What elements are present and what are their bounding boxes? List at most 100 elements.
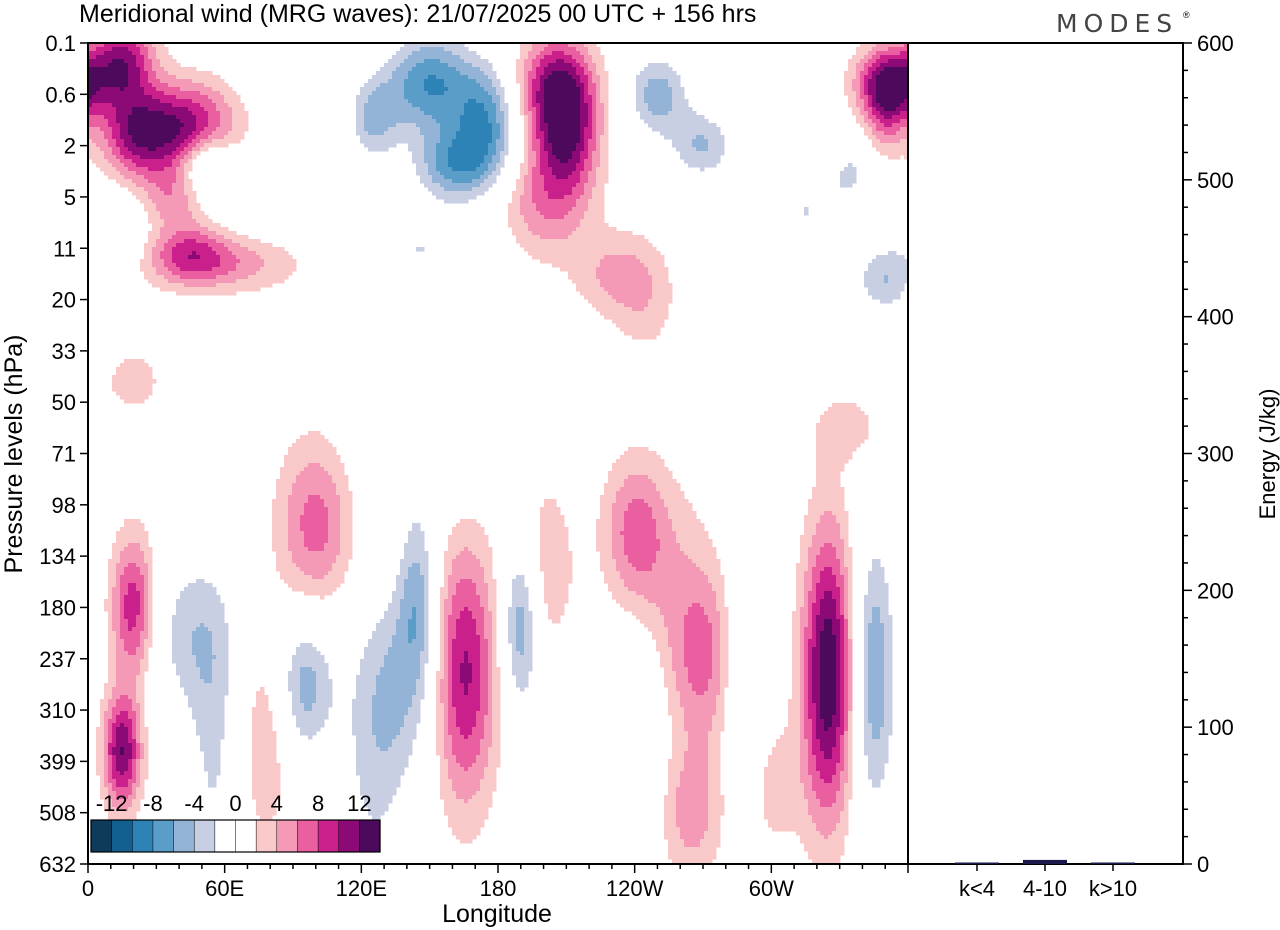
contour-cell <box>420 75 425 80</box>
contour-cell <box>236 255 241 260</box>
contour-cell <box>136 79 141 84</box>
contour-cell <box>856 59 861 64</box>
contour-cell <box>444 79 449 84</box>
contour-cell <box>900 271 905 276</box>
contour-cell <box>532 91 537 96</box>
contour-cell <box>368 87 373 92</box>
contour-cell <box>548 259 553 264</box>
contour-cell <box>564 91 569 96</box>
contour-cell <box>132 75 137 80</box>
contour-cell <box>544 159 549 164</box>
contour-cell <box>584 43 589 48</box>
contour-cell <box>532 99 537 104</box>
contour-cell <box>196 207 201 212</box>
contour-cell <box>372 95 377 100</box>
contour-cell <box>476 167 481 172</box>
contour-cell <box>444 83 449 88</box>
contour-cell <box>644 111 649 116</box>
contour-cell <box>612 239 617 244</box>
contour-cell <box>532 243 537 248</box>
contour-cell <box>584 271 589 276</box>
contour-cell <box>208 115 213 120</box>
contour-cell <box>648 251 653 256</box>
contour-cell <box>544 251 549 256</box>
contour-cell <box>604 243 609 248</box>
contour-cell <box>216 247 221 252</box>
contour-cell <box>552 255 557 260</box>
contour-cell <box>204 115 209 120</box>
contour-cell <box>416 147 421 152</box>
contour-cell <box>164 227 169 232</box>
contour-cell <box>548 243 553 248</box>
contour-cell <box>592 55 597 60</box>
contour-cell <box>224 107 229 112</box>
contour-cell <box>588 159 593 164</box>
contour-cell <box>652 99 657 104</box>
contour-cell <box>436 163 441 168</box>
contour-cell <box>544 51 549 56</box>
contour-cell <box>592 119 597 124</box>
contour-cell <box>684 127 689 132</box>
contour-cell <box>196 139 201 144</box>
contour-cell <box>524 43 529 48</box>
contour-cell <box>232 139 237 144</box>
contour-cell <box>148 123 153 128</box>
contour-cell <box>148 175 153 180</box>
contour-cell <box>432 127 437 132</box>
contour-cell <box>628 231 633 236</box>
contour-cell <box>588 75 593 80</box>
contour-cell <box>672 91 677 96</box>
contour-cell <box>640 247 645 252</box>
contour-cell <box>524 67 529 72</box>
contour-cell <box>148 107 153 112</box>
contour-cell <box>680 139 685 144</box>
contour-cell <box>284 263 289 268</box>
contour-cell <box>268 263 273 268</box>
contour-cell <box>552 63 557 68</box>
contour-cell <box>500 139 505 144</box>
contour-cell <box>200 271 205 276</box>
contour-cell <box>484 171 489 176</box>
contour-cell <box>180 75 185 80</box>
contour-cell <box>488 147 493 152</box>
contour-cell <box>452 111 457 116</box>
contour-cell <box>872 87 877 92</box>
contour-cell <box>432 155 437 160</box>
contour-cell <box>276 275 281 280</box>
contour-cell <box>448 175 453 180</box>
contour-cell <box>144 179 149 184</box>
contour-cell <box>436 135 441 140</box>
contour-cell <box>640 79 645 84</box>
contour-cell <box>500 95 505 100</box>
contour-cell <box>92 55 97 60</box>
contour-cell <box>572 191 577 196</box>
contour-cell <box>160 251 165 256</box>
contour-cell <box>880 67 885 72</box>
contour-cell <box>540 163 545 168</box>
contour-cell <box>180 179 185 184</box>
contour-cell <box>484 87 489 92</box>
contour-cell <box>200 239 205 244</box>
contour-cell <box>552 131 557 136</box>
contour-cell <box>452 59 457 64</box>
contour-cell <box>180 251 185 256</box>
contour-cell <box>576 63 581 68</box>
contour-cell <box>708 151 713 156</box>
contour-cell <box>508 211 513 216</box>
contour-cell <box>548 87 553 92</box>
contour-cell <box>440 123 445 128</box>
contour-cell <box>560 75 565 80</box>
contour-cell <box>420 247 425 252</box>
contour-cell <box>132 63 137 68</box>
contour-cell <box>148 231 153 236</box>
contour-cell <box>572 167 577 172</box>
contour-cell <box>228 123 233 128</box>
contour-cell <box>560 91 565 96</box>
contour-cell <box>184 195 189 200</box>
contour-cell <box>196 243 201 248</box>
contour-cell <box>156 71 161 76</box>
contour-cell <box>408 123 413 128</box>
contour-cell <box>684 155 689 160</box>
contour-cell <box>524 87 529 92</box>
contour-cell <box>636 95 641 100</box>
